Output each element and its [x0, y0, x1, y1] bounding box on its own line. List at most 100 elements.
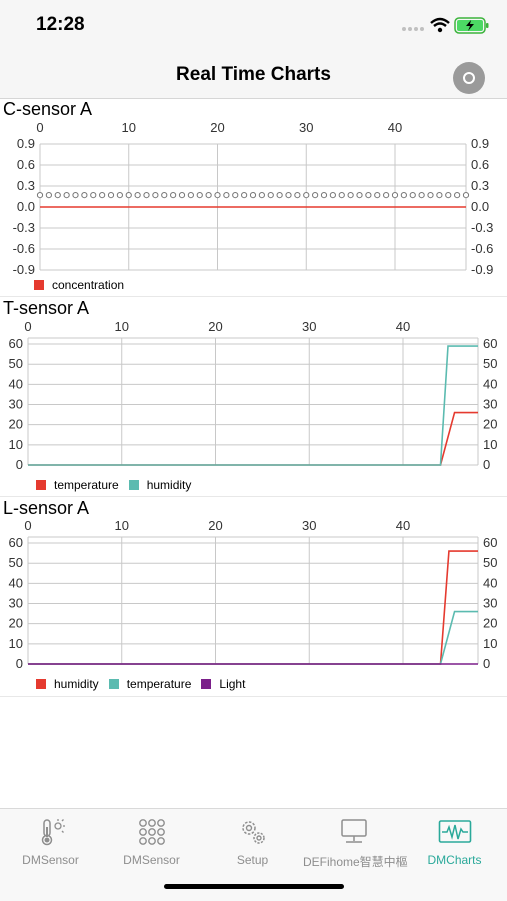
- data-marker: [72, 192, 79, 199]
- data-marker: [134, 192, 141, 199]
- data-marker: [161, 192, 168, 199]
- tab-label: DEFihome智慧中樞: [303, 855, 408, 869]
- data-marker: [143, 192, 150, 199]
- series-line-temperature: [28, 411, 478, 466]
- y-tick-label-right: 20: [483, 616, 497, 631]
- x-tick-label: 40: [396, 319, 410, 334]
- data-marker: [232, 192, 239, 199]
- data-marker: [116, 192, 123, 199]
- tab-dmsensor-2[interactable]: DMSensor: [101, 817, 202, 873]
- y-tick-label-right: 40: [483, 575, 497, 590]
- y-tick-label-left: -0.3: [13, 220, 35, 235]
- y-tick-label-left: 0.9: [17, 136, 35, 151]
- data-marker: [391, 192, 399, 199]
- y-tick-label-right: 10: [483, 437, 497, 452]
- data-marker: [196, 192, 203, 199]
- chart-l-sensor-plot: 60 60 50 50 40 40 30 30 20 20 10 10 0 0 0 10 20 30 40: [9, 518, 498, 671]
- data-marker: [320, 192, 328, 199]
- chart-title: L-sensor A: [3, 498, 90, 518]
- chart-c-sensor: C-sensor A 0.9 0.9 0.6 0.6 0.3 0.3 0.0 0.0 -0.3 -…: [0, 99, 507, 297]
- x-tick-label: 20: [208, 319, 222, 334]
- y-tick-label-right: 0.9: [471, 136, 489, 151]
- legend-label: temperature: [54, 478, 119, 492]
- status-bar: 12:28: [0, 0, 507, 50]
- x-tick-label: 0: [24, 319, 31, 334]
- data-marker: [383, 192, 390, 199]
- chart-legend: concentration: [34, 278, 134, 292]
- y-tick-label-right: -0.6: [471, 241, 493, 256]
- status-time: 12:28: [36, 14, 85, 35]
- series-line-humidity: [28, 345, 478, 466]
- data-marker: [214, 192, 221, 199]
- tab-setup[interactable]: Setup: [202, 817, 303, 873]
- nav-bar: Real Time Charts: [0, 50, 507, 99]
- chart-title: T-sensor A: [3, 298, 90, 318]
- legend-item: concentration: [34, 278, 124, 292]
- y-tick-label-left: 30: [9, 397, 23, 412]
- divider: [0, 696, 507, 697]
- x-tick-label: 30: [302, 319, 316, 334]
- x-tick-label: 20: [210, 120, 224, 135]
- y-tick-label-left: 0.6: [17, 157, 35, 172]
- legend-swatch: [36, 480, 46, 490]
- series-line-temperature: [28, 610, 478, 665]
- grid-dots-icon: [138, 819, 165, 845]
- legend-item: temperature: [108, 677, 191, 691]
- data-marker: [285, 192, 292, 199]
- y-tick-label-left: 60: [9, 535, 23, 550]
- x-tick-label: 30: [299, 120, 313, 135]
- tab-dmcharts[interactable]: DMCharts: [404, 817, 505, 873]
- y-tick-label-left: 20: [9, 417, 23, 432]
- y-tick-label-right: 0.6: [471, 157, 489, 172]
- y-tick-label-left: 10: [9, 437, 23, 452]
- data-marker: [125, 192, 132, 199]
- data-marker: [152, 192, 159, 199]
- monitor-icon: [340, 819, 367, 843]
- legend-item: temperature: [36, 478, 119, 492]
- legend-label: humidity: [54, 677, 99, 691]
- y-tick-label-right: 30: [483, 397, 497, 412]
- tab-defihome[interactable]: DEFihome智慧中樞: [303, 817, 408, 873]
- y-tick-label-left: 0.0: [17, 199, 35, 214]
- legend-label: Light: [219, 677, 246, 691]
- data-marker: [418, 192, 425, 199]
- data-marker: [356, 192, 363, 199]
- y-tick-label-right: 10: [483, 636, 497, 651]
- wifi-icon: [430, 17, 450, 33]
- data-marker: [205, 192, 212, 199]
- y-tick-label-right: -0.3: [471, 220, 493, 235]
- signal-icon: [402, 27, 424, 31]
- y-tick-label-left: 40: [9, 575, 23, 590]
- data-marker: [427, 192, 434, 199]
- legend-swatch: [34, 280, 44, 290]
- data-marker: [63, 192, 70, 199]
- data-marker: [267, 192, 274, 199]
- y-tick-label-right: -0.9: [471, 262, 493, 277]
- tab-label: DMCharts: [427, 853, 482, 867]
- data-marker: [36, 192, 44, 199]
- data-marker: [54, 192, 61, 199]
- data-marker: [409, 192, 416, 199]
- data-marker: [90, 192, 97, 199]
- y-tick-label-right: 40: [483, 376, 497, 391]
- y-tick-label-left: 30: [9, 596, 23, 611]
- data-marker: [374, 192, 381, 199]
- data-marker: [312, 192, 319, 199]
- gears-icon: [241, 821, 265, 844]
- series-line-humidity: [28, 550, 478, 665]
- data-marker: [241, 192, 248, 199]
- waveform-icon: [438, 820, 471, 843]
- y-tick-label-left: 40: [9, 376, 23, 391]
- x-tick-label: 30: [302, 518, 316, 533]
- tab-dmsensor-1[interactable]: DMSensor: [0, 817, 101, 873]
- data-marker: [249, 192, 257, 199]
- data-marker: [170, 192, 177, 199]
- chart-legend: humidity temperature Light: [36, 677, 255, 691]
- y-tick-label-right: 30: [483, 596, 497, 611]
- tab-label: DMSensor: [123, 853, 180, 867]
- record-button[interactable]: [453, 62, 485, 94]
- data-marker: [454, 192, 461, 199]
- data-marker: [99, 192, 106, 199]
- data-marker: [276, 192, 283, 199]
- data-marker: [81, 192, 88, 199]
